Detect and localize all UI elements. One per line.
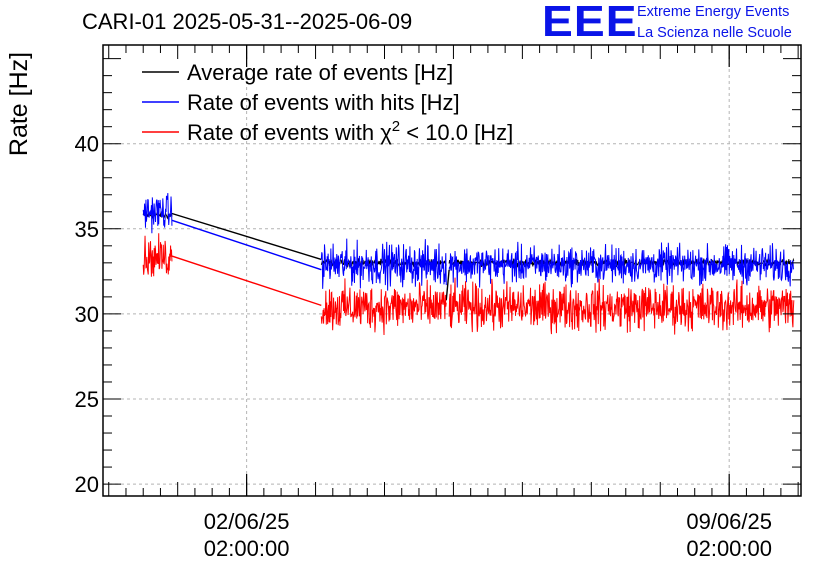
- data-series: [142, 193, 795, 335]
- series-segment: [320, 238, 447, 291]
- y-axis-label: Rate [Hz]: [5, 52, 33, 156]
- axes: 202530354002/06/2502:00:0009/06/2502:00:…: [5, 44, 802, 561]
- y-tick-label: 20: [75, 472, 99, 497]
- series-connector: [171, 212, 322, 261]
- series-connector: [171, 219, 322, 271]
- series-segment: [320, 278, 447, 335]
- logo-line-2: La Scienza nelle Scuole: [637, 25, 792, 41]
- x-tick-label-time: 02:00:00: [204, 536, 290, 561]
- legend-label: Average rate of events [Hz]: [187, 60, 453, 85]
- x-tick-label-date: 09/06/25: [686, 509, 772, 534]
- logo-line-1: Extreme Energy Events: [637, 4, 790, 20]
- x-tick-label-time: 02:00:00: [686, 536, 772, 561]
- y-tick-label: 25: [75, 387, 99, 412]
- chi-symbol: χ: [380, 120, 392, 145]
- series-segment: [448, 277, 795, 335]
- series-segment: [142, 193, 173, 234]
- y-tick-label: 35: [75, 217, 99, 242]
- chart-title: CARI-01 2025-05-31--2025-06-09: [82, 9, 413, 34]
- plot-frame: [102, 44, 802, 497]
- y-tick-label: 30: [75, 302, 99, 327]
- legend-label: Rate of events with χ2 < 10.0 [Hz]: [187, 118, 513, 145]
- legend-label: Rate of events with hits [Hz]: [187, 90, 460, 115]
- series-segment: [448, 241, 795, 288]
- eee-logo: EEE: [542, 0, 638, 46]
- series-segment: [142, 233, 173, 277]
- y-tick-label: 40: [75, 132, 99, 157]
- legend: Average rate of events [Hz] Rate of event…: [142, 60, 513, 145]
- series-connector: [171, 255, 322, 307]
- x-tick-label-date: 02/06/25: [204, 509, 290, 534]
- series-connector: [445, 269, 450, 301]
- chi-exponent: 2: [392, 118, 400, 135]
